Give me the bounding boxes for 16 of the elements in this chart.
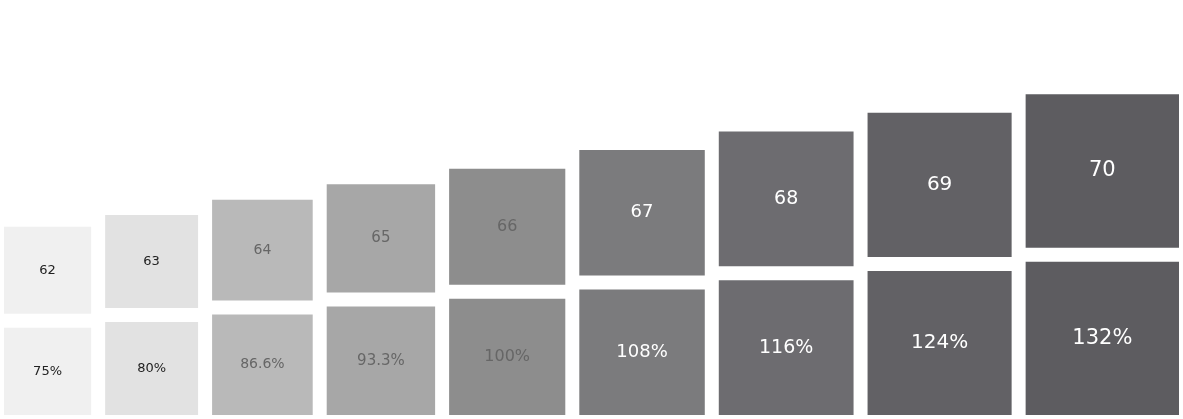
category-label: 70 [1088, 157, 1116, 182]
category-label: 69 [926, 171, 953, 196]
category-label: 68 [774, 185, 799, 208]
data-label: 80% [137, 359, 167, 375]
data-label: 124% [911, 329, 969, 354]
category-label: 67 [630, 200, 654, 222]
data-label: 116% [759, 334, 814, 357]
data-label: 75% [33, 362, 63, 378]
category-label: 65 [371, 228, 391, 247]
category-label: 63 [143, 252, 160, 268]
category-label: 62 [39, 261, 56, 277]
data-label: 86.6% [240, 355, 285, 372]
data-label: 132% [1072, 324, 1133, 349]
data-label: 93.3% [357, 350, 405, 369]
data-label: 108% [616, 339, 668, 361]
category-label: 64 [253, 240, 272, 257]
